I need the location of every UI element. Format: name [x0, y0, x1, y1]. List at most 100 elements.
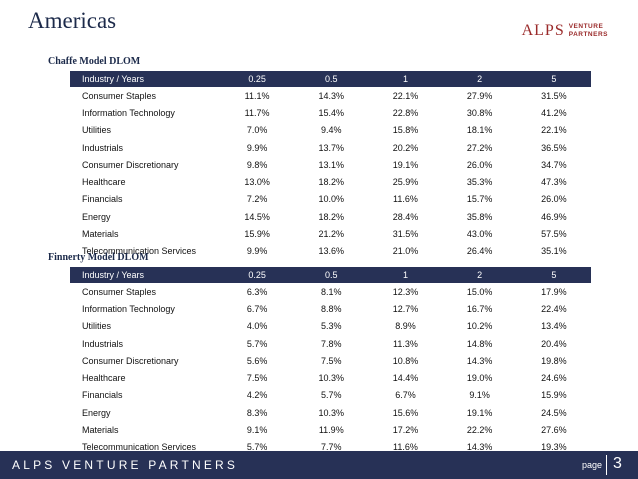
logo-subtitle: VENTURE PARTNERS: [569, 23, 608, 39]
header-year: 1: [368, 71, 443, 87]
dlom-value-cell: 41.2%: [541, 107, 567, 118]
dlom-value-cell: 9.9%: [246, 246, 268, 257]
dlom-value-cell: 5.7%: [246, 442, 268, 453]
dlom-value-cell: 6.7%: [246, 303, 268, 314]
dlom-value-cell: 35.1%: [541, 246, 567, 257]
dlom-value-cell: 11.3%: [393, 338, 418, 349]
dlom-value-cell: 14.3%: [318, 90, 345, 101]
logo-subtitle-line1: VENTURE: [568, 23, 604, 30]
industry-cell: Industrials: [82, 338, 124, 349]
dlom-value-cell: 24.5%: [541, 407, 567, 418]
table-row: Energy 14.5% 18.2% 28.4% 35.8% 46.9%: [70, 208, 591, 225]
header-year: 0.25: [220, 71, 295, 87]
dlom-value-cell: 26.0%: [541, 194, 567, 205]
table-row: Materials 9.1% 11.9% 17.2% 22.2% 27.6%: [70, 421, 591, 438]
dlom-value-cell: 6.3%: [246, 286, 268, 297]
dlom-value-cell: 5.6%: [246, 355, 268, 366]
dlom-value-cell: 13.7%: [318, 142, 345, 153]
dlom-value-cell: 28.4%: [392, 211, 419, 222]
dlom-value-cell: 12.7%: [392, 303, 419, 314]
dlom-value-cell: 34.7%: [541, 159, 567, 170]
industry-cell: Materials: [82, 229, 119, 240]
footer-brand: ALPS VENTURE PARTNERS: [12, 458, 239, 472]
table-row: Consumer Staples 6.3% 8.1% 12.3% 15.0% 17.9%: [70, 283, 591, 300]
dlom-value-cell: 27.2%: [466, 142, 493, 153]
table-row: Materials 15.9% 21.2% 31.5% 43.0% 57.5%: [70, 225, 591, 242]
industry-cell: Telecommunication Services: [82, 246, 197, 257]
industry-cell: Financials: [82, 194, 123, 205]
dlom-value-cell: 22.4%: [541, 303, 567, 314]
table-row: Information Technology 6.7% 8.8% 12.7% 16.7%…: [70, 300, 591, 317]
logo-wordmark: ALPS: [521, 22, 565, 39]
industry-cell: Healthcare: [82, 177, 126, 188]
table-row: Healthcare 7.5% 10.3% 14.4% 19.0% 24.6%: [70, 369, 591, 386]
company-logo: ALPS VENTURE PARTNERS: [522, 22, 608, 40]
dlom-value-cell: 30.8%: [466, 107, 493, 118]
header-year: 2: [442, 267, 517, 283]
dlom-value-cell: 9.4%: [321, 125, 342, 136]
dlom-value-cell: 18.1%: [466, 125, 493, 136]
table-row: Utilities 7.0% 9.4% 15.8% 18.1% 22.1%: [70, 122, 591, 139]
dlom-value-cell: 9.1%: [246, 425, 268, 436]
chaffe-dlom-table: Industry / Years 0.25 0.5 1 2 5 Consumer Stap…: [70, 71, 591, 260]
dlom-value-cell: 10.8%: [392, 355, 419, 366]
dlom-value-cell: 47.3%: [541, 177, 567, 188]
dlom-value-cell: 17.9%: [541, 286, 567, 297]
dlom-value-cell: 19.1%: [466, 407, 493, 418]
dlom-value-cell: 22.2%: [466, 425, 493, 436]
dlom-value-cell: 8.3%: [246, 407, 268, 418]
dlom-value-cell: 11.7%: [244, 107, 270, 118]
dlom-value-cell: 26.4%: [466, 246, 493, 257]
dlom-value-cell: 18.2%: [318, 177, 345, 188]
footer-bar: ALPS VENTURE PARTNERS page 3: [0, 451, 638, 479]
dlom-value-cell: 7.8%: [321, 338, 342, 349]
table-row: Financials 7.2% 10.0% 11.6% 15.7% 26.0%: [70, 191, 591, 208]
industry-cell: Information Technology: [82, 303, 175, 314]
dlom-value-cell: 21.2%: [318, 229, 345, 240]
dlom-value-cell: 13.1%: [318, 159, 345, 170]
table-row: Healthcare 13.0% 18.2% 25.9% 35.3% 47.3%: [70, 173, 591, 190]
page-separator: [606, 455, 607, 475]
table-header-row: Industry / Years 0.25 0.5 1 2 5: [70, 267, 591, 283]
table-row: Utilities 4.0% 5.3% 8.9% 10.2% 13.4%: [70, 318, 591, 335]
dlom-value-cell: 20.2%: [392, 142, 419, 153]
dlom-value-cell: 11.6%: [393, 194, 418, 205]
dlom-value-cell: 11.6%: [393, 442, 418, 453]
dlom-value-cell: 14.3%: [466, 442, 493, 453]
industry-cell: Energy: [82, 407, 111, 418]
dlom-value-cell: 14.4%: [392, 373, 419, 384]
dlom-value-cell: 27.9%: [466, 90, 493, 101]
dlom-value-cell: 8.1%: [321, 286, 342, 297]
dlom-value-cell: 11.9%: [318, 425, 344, 436]
industry-cell: Healthcare: [82, 373, 126, 384]
dlom-value-cell: 27.6%: [541, 425, 567, 436]
industry-cell: Consumer Staples: [82, 90, 157, 101]
dlom-value-cell: 13.6%: [318, 246, 345, 257]
dlom-value-cell: 10.2%: [466, 321, 493, 332]
dlom-value-cell: 31.5%: [541, 90, 567, 101]
dlom-value-cell: 7.2%: [246, 194, 268, 205]
dlom-value-cell: 8.9%: [395, 321, 416, 332]
dlom-value-cell: 9.1%: [469, 390, 490, 401]
table-row: Industrials 9.9% 13.7% 20.2% 27.2% 36.5%: [70, 139, 591, 156]
table-row: Energy 8.3% 10.3% 15.6% 19.1% 24.5%: [70, 404, 591, 421]
table-row: Consumer Staples 11.1% 14.3% 22.1% 27.9% 31.5…: [70, 87, 591, 104]
dlom-value-cell: 24.6%: [541, 373, 567, 384]
header-year: 5: [516, 267, 591, 283]
industry-cell: Energy: [82, 211, 111, 222]
dlom-value-cell: 22.1%: [541, 125, 567, 136]
dlom-value-cell: 15.4%: [318, 107, 345, 118]
dlom-value-cell: 5.3%: [321, 321, 342, 332]
dlom-value-cell: 10.3%: [318, 373, 345, 384]
industry-cell: Utilities: [82, 125, 112, 136]
industry-cell: Consumer Staples: [82, 286, 157, 297]
dlom-value-cell: 35.8%: [466, 211, 493, 222]
dlom-value-cell: 35.3%: [466, 177, 493, 188]
dlom-value-cell: 7.0%: [246, 125, 268, 136]
header-year: 0.5: [294, 71, 369, 87]
dlom-value-cell: 6.7%: [395, 390, 416, 401]
dlom-value-cell: 20.4%: [541, 338, 567, 349]
dlom-value-cell: 18.2%: [318, 211, 345, 222]
dlom-value-cell: 9.9%: [246, 142, 268, 153]
dlom-value-cell: 15.6%: [392, 407, 419, 418]
